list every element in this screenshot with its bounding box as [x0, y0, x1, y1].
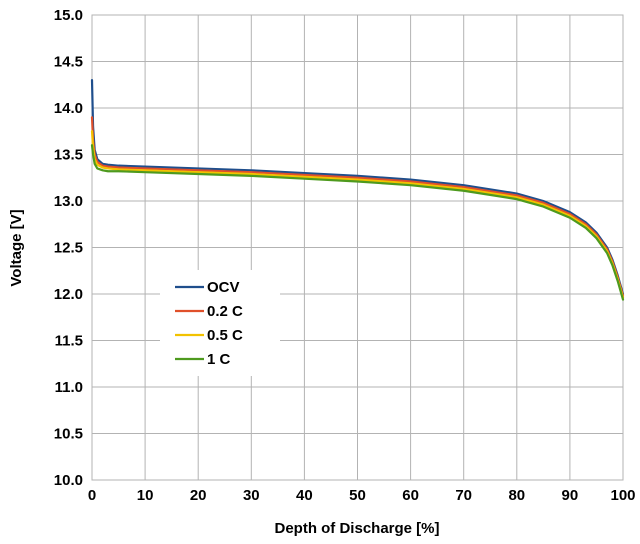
x-tick-label: 60 [402, 487, 419, 504]
y-tick-label: 12.5 [54, 240, 83, 257]
y-tick-label: 11.5 [55, 333, 83, 350]
legend-label-0-5-c: 0.5 C [207, 327, 243, 344]
plot-area-frame [91, 14, 624, 481]
legend-label-1-c: 1 C [207, 351, 231, 368]
legend-label-ocv: OCV [207, 279, 240, 296]
x-axis-tick-labels: 0 10 20 30 40 50 60 70 80 90 100 [88, 487, 636, 504]
y-axis-tick-labels: 10.0 10.5 11.0 11.5 12.0 12.5 13.0 13.5 14.0 14.5… [54, 7, 83, 489]
y-axis-title: Voltage [V] [8, 209, 25, 286]
y-tick-label: 15.0 [54, 7, 83, 24]
x-tick-label: 50 [349, 487, 366, 504]
y-tick-label: 14.5 [54, 54, 83, 71]
x-tick-label: 40 [296, 487, 313, 504]
x-tick-label: 70 [455, 487, 472, 504]
x-axis-title: Depth of Discharge [%] [274, 520, 439, 537]
y-tick-label: 13.0 [54, 193, 83, 210]
x-tick-label: 10 [137, 487, 154, 504]
series-line-1-c [90, 144, 625, 301]
y-tick-label: 13.5 [54, 147, 83, 164]
legend: OCV 0.2 C 0.5 C 1 C [160, 270, 280, 376]
y-tick-label: 12.0 [54, 286, 83, 303]
x-tick-label: 80 [508, 487, 525, 504]
x-tick-label: 100 [610, 487, 635, 504]
x-tick-label: 20 [190, 487, 207, 504]
series-lines [90, 78, 625, 301]
x-tick-label: 30 [243, 487, 260, 504]
x-tick-label: 90 [562, 487, 579, 504]
y-tick-label: 10.0 [54, 472, 83, 489]
y-tick-label: 11.0 [55, 379, 83, 396]
y-tick-label: 14.0 [54, 100, 83, 117]
x-tick-label: 0 [88, 487, 96, 504]
y-tick-label: 10.5 [54, 426, 83, 443]
legend-label-0-2-c: 0.2 C [207, 303, 243, 320]
